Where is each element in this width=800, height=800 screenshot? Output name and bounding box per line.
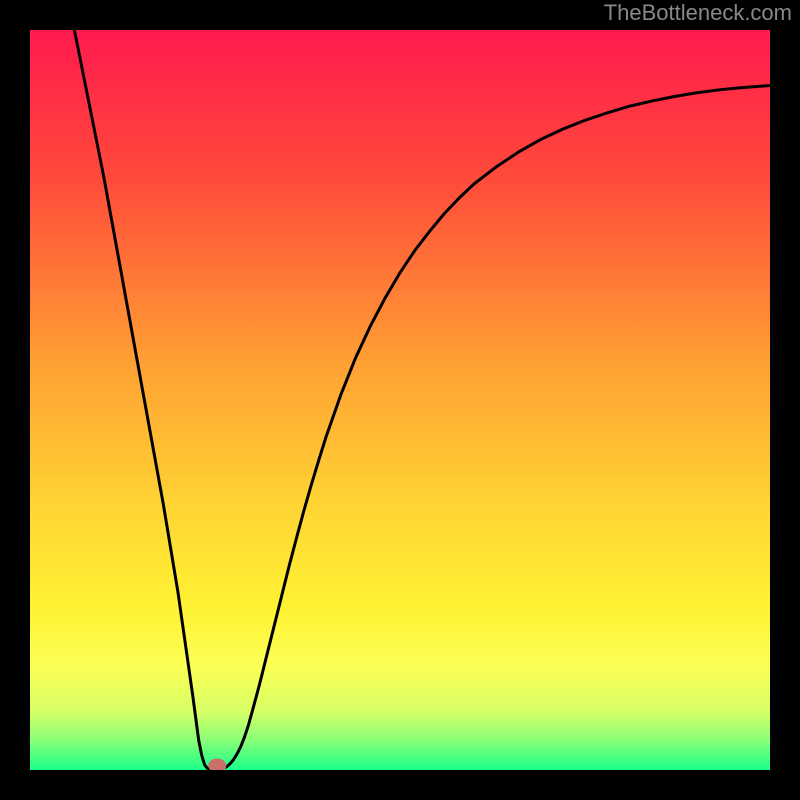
watermark-text: TheBottleneck.com <box>604 0 792 26</box>
chart-frame <box>0 0 800 800</box>
gradient-background <box>30 30 770 770</box>
chart-svg <box>30 30 770 770</box>
plot-area <box>30 30 770 770</box>
